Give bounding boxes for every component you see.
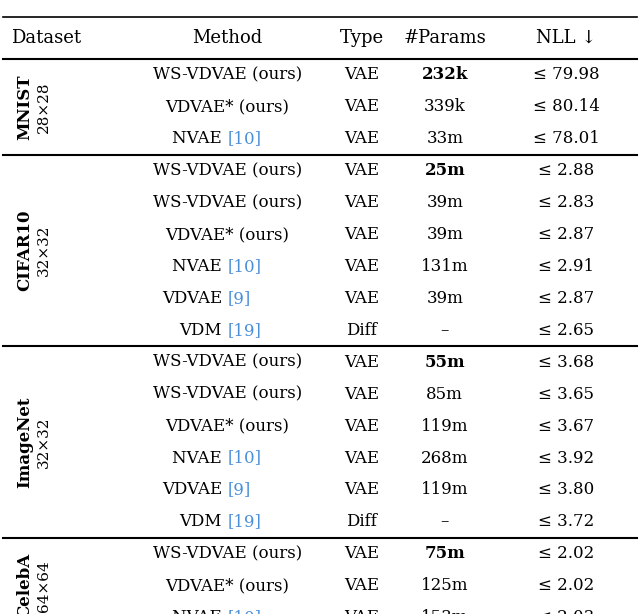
Text: [10]: [10] [227,130,261,147]
Text: VAE: VAE [344,577,379,594]
Text: VAE: VAE [344,66,379,84]
Text: ≤ 2.91: ≤ 2.91 [538,258,595,275]
Text: WS-VDVAE (ours): WS-VDVAE (ours) [152,194,302,211]
Text: ≤ 2.87: ≤ 2.87 [538,226,595,243]
Text: #Params: #Params [403,29,486,47]
Text: VAE: VAE [344,290,379,307]
Text: ≤ 2.83: ≤ 2.83 [538,194,595,211]
Text: ≤ 2.88: ≤ 2.88 [538,162,595,179]
Text: ≤ 2.02: ≤ 2.02 [538,545,595,562]
Text: VDVAE: VDVAE [162,290,227,307]
Text: VAE: VAE [344,481,379,499]
Text: 28×28: 28×28 [36,81,51,133]
Text: ≤ 3.67: ≤ 3.67 [538,418,595,435]
Text: 119m: 119m [421,481,468,499]
Text: 125m: 125m [421,577,468,594]
Text: NVAE: NVAE [172,449,227,467]
Text: VAE: VAE [344,418,379,435]
Text: VDM: VDM [179,322,227,339]
Text: NLL ↓: NLL ↓ [536,29,596,47]
Text: [19]: [19] [227,322,261,339]
Text: 75m: 75m [424,545,465,562]
Text: 39m: 39m [426,290,463,307]
Text: WS-VDVAE (ours): WS-VDVAE (ours) [152,66,302,84]
Text: VDVAE* (ours): VDVAE* (ours) [165,577,289,594]
Text: [9]: [9] [227,290,250,307]
Text: Dataset: Dataset [11,29,81,47]
Text: ≤ 80.14: ≤ 80.14 [533,98,600,115]
Text: [19]: [19] [227,513,261,530]
Text: Method: Method [192,29,262,47]
Text: NVAE: NVAE [172,130,227,147]
Text: VDVAE* (ours): VDVAE* (ours) [165,98,289,115]
Text: VDVAE* (ours): VDVAE* (ours) [165,418,289,435]
Text: ≤ 3.65: ≤ 3.65 [538,386,595,403]
Text: VAE: VAE [344,449,379,467]
Text: CIFAR10: CIFAR10 [16,210,33,291]
Text: VAE: VAE [344,130,379,147]
Text: MNIST: MNIST [16,74,33,139]
Text: NVAE: NVAE [172,609,227,614]
Text: –: – [440,513,449,530]
Text: ≤ 2.02: ≤ 2.02 [538,577,595,594]
Text: VAE: VAE [344,98,379,115]
Text: VDVAE* (ours): VDVAE* (ours) [165,226,289,243]
Text: ≤ 2.03: ≤ 2.03 [538,609,595,614]
Text: [9]: [9] [227,481,250,499]
Text: 55m: 55m [424,354,465,371]
Text: VAE: VAE [344,545,379,562]
Text: WS-VDVAE (ours): WS-VDVAE (ours) [152,386,302,403]
Text: Diff: Diff [346,322,377,339]
Text: VAE: VAE [344,609,379,614]
Text: [10]: [10] [227,258,261,275]
Text: [10]: [10] [227,609,261,614]
Text: ≤ 3.68: ≤ 3.68 [538,354,595,371]
Text: 131m: 131m [421,258,468,275]
Text: ≤ 79.98: ≤ 79.98 [533,66,600,84]
Text: 119m: 119m [421,418,468,435]
Text: VAE: VAE [344,226,379,243]
Text: 33m: 33m [426,130,463,147]
Text: 339k: 339k [424,98,466,115]
Text: ≤ 3.92: ≤ 3.92 [538,449,595,467]
Text: 39m: 39m [426,194,463,211]
Text: WS-VDVAE (ours): WS-VDVAE (ours) [152,354,302,371]
Text: VAE: VAE [344,194,379,211]
Text: 25m: 25m [424,162,465,179]
Text: 64×64: 64×64 [36,560,51,612]
Text: 32×32: 32×32 [36,416,51,468]
Text: ImageNet: ImageNet [16,396,33,488]
Text: VDM: VDM [179,513,227,530]
Text: WS-VDVAE (ours): WS-VDVAE (ours) [152,545,302,562]
Text: Type: Type [340,29,383,47]
Text: ≤ 3.80: ≤ 3.80 [538,481,595,499]
Text: WS-VDVAE (ours): WS-VDVAE (ours) [152,162,302,179]
Text: 32×32: 32×32 [36,225,51,276]
Text: ≤ 78.01: ≤ 78.01 [533,130,600,147]
Text: 153m: 153m [421,609,468,614]
Text: 232k: 232k [422,66,468,84]
Text: 85m: 85m [426,386,463,403]
Text: VDVAE: VDVAE [162,481,227,499]
Text: ≤ 2.65: ≤ 2.65 [538,322,595,339]
Text: 39m: 39m [426,226,463,243]
Text: [10]: [10] [227,449,261,467]
Text: Diff: Diff [346,513,377,530]
Text: VAE: VAE [344,162,379,179]
Text: VAE: VAE [344,258,379,275]
Text: VAE: VAE [344,354,379,371]
Text: –: – [440,322,449,339]
Text: ≤ 3.72: ≤ 3.72 [538,513,595,530]
Text: NVAE: NVAE [172,258,227,275]
Text: ≤ 2.87: ≤ 2.87 [538,290,595,307]
Text: VAE: VAE [344,386,379,403]
Text: CelebA: CelebA [16,553,33,614]
Text: 268m: 268m [421,449,468,467]
